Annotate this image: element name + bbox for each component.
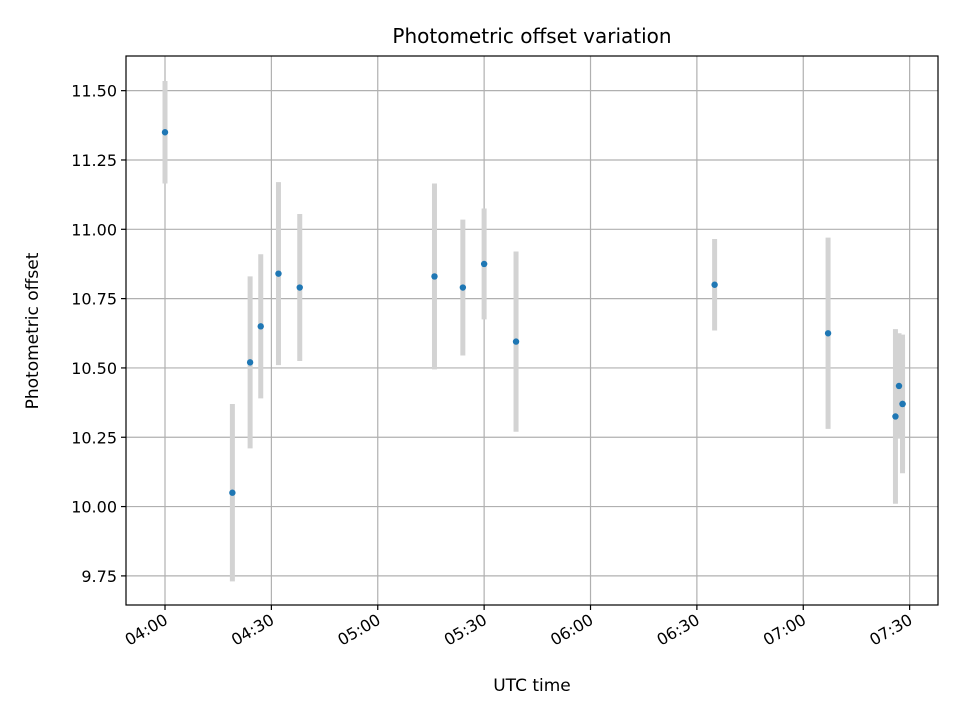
data-point xyxy=(824,330,832,337)
y-axis: 9.75 10.00 10.25 10.50 10.75 11.00 11.25 11.50 xyxy=(71,82,126,586)
data-point xyxy=(431,273,438,280)
data-point xyxy=(899,400,906,408)
data-point xyxy=(895,382,903,390)
data-points xyxy=(161,129,906,496)
data-point xyxy=(480,260,488,268)
y-tick-label: 9.75 xyxy=(81,567,117,586)
x-axis-label: UTC time xyxy=(493,676,571,696)
data-point xyxy=(512,338,520,345)
y-tick-label: 10.50 xyxy=(71,359,117,378)
data-point xyxy=(459,284,467,291)
data-point xyxy=(296,284,303,291)
data-point xyxy=(161,129,169,136)
data-point xyxy=(246,359,254,366)
grid xyxy=(126,56,938,605)
y-tick-label: 11.25 xyxy=(71,151,117,170)
y-tick-label: 10.75 xyxy=(71,290,117,309)
y-tick-label: 11.50 xyxy=(71,82,117,101)
y-tick-label: 10.25 xyxy=(71,428,117,447)
y-tick-label: 11.00 xyxy=(71,220,117,239)
data-point xyxy=(257,323,264,330)
y-tick-label: 10.00 xyxy=(71,498,117,517)
plot-frame xyxy=(125,55,939,606)
chart-title: Photometric offset variation xyxy=(392,24,671,48)
y-axis-label: Photometric offset xyxy=(23,252,43,409)
data-point xyxy=(275,270,282,277)
data-point xyxy=(229,489,236,496)
data-point xyxy=(711,281,718,288)
data-point xyxy=(892,413,899,420)
